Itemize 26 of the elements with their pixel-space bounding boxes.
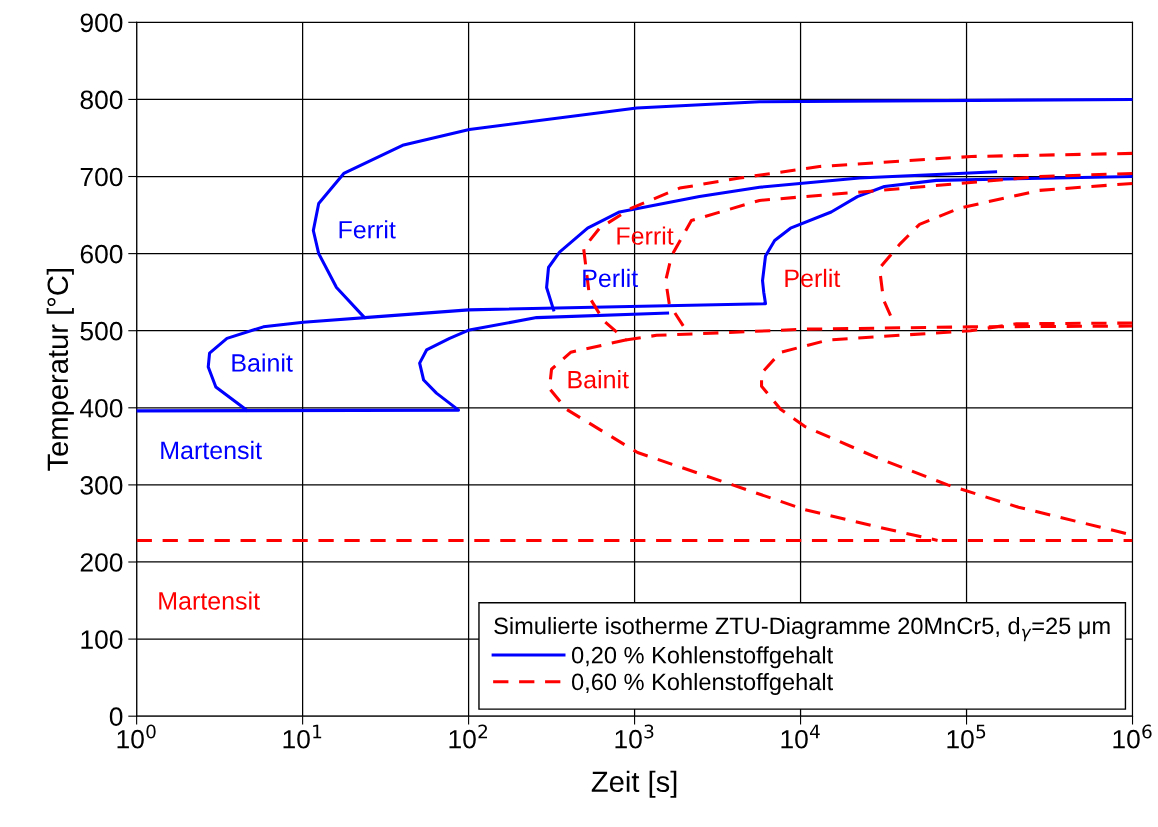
legend-label: 0,60 % Kohlenstoffgehalt: [571, 672, 833, 695]
x-axis-title: Zeit [s]: [591, 770, 677, 798]
x-tick-label: 10$^{3}$: [615, 724, 654, 749]
annotation: Martensit: [159, 591, 260, 610]
y-tick-label: 600: [80, 244, 123, 264]
y-tick-label: 0: [109, 707, 123, 726]
annotation: Bainit: [232, 353, 293, 372]
y-tick-label: 800: [80, 90, 123, 110]
y-tick-label: 900: [80, 13, 123, 33]
x-tick-label: 10$^{1}$: [283, 724, 322, 749]
legend-label: 0,20 % Kohlenstoffgehalt: [571, 646, 833, 669]
x-tick-label: 10$^{6}$: [1113, 724, 1152, 749]
y-tick-label: 200: [80, 553, 123, 572]
annotation: Ferrit: [339, 220, 396, 239]
annotation: Martensit: [161, 440, 262, 460]
x-tick-label: 10$^{5}$: [947, 724, 986, 749]
y-tick-label: 500: [80, 321, 123, 341]
x-tick-label: 10$^{4}$: [781, 724, 820, 749]
y-tick-label: 400: [80, 398, 123, 418]
annotation: Bainit: [568, 370, 629, 389]
y-axis-title: Temperatur [°C]: [46, 269, 74, 471]
x-tick-label: 10$^{2}$: [449, 724, 487, 749]
y-tick-label: 100: [81, 630, 123, 649]
y-tick-label: 300: [80, 476, 123, 495]
legend-title: Simulierte isotherme ZTU-Diagramme 20MnCr5, d$_{γ}$=25 μm: [494, 616, 1110, 642]
y-tick-label: 700: [80, 167, 123, 187]
